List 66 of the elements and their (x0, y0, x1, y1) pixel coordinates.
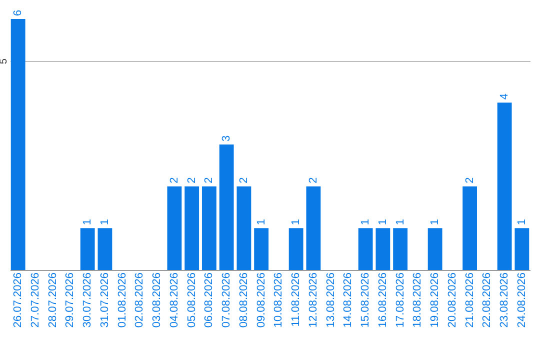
x-tick-label: 12.08.2026 (307, 272, 320, 328)
x-tick-label: 22.08.2026 (481, 272, 494, 328)
bar (514, 228, 530, 270)
x-tick-label: 20.08.2026 (446, 272, 458, 328)
data-label: 4 (498, 94, 511, 100)
x-tick-label: 10.08.2026 (272, 272, 285, 328)
data-label: 1 (82, 219, 94, 226)
x-tick-label: 03.08.2026 (151, 272, 164, 328)
bar (462, 186, 478, 270)
data-label: 2 (186, 177, 198, 184)
data-label: 1 (376, 219, 389, 226)
data-label: 1 (516, 219, 528, 226)
data-label: 1 (360, 219, 372, 226)
bar (98, 228, 112, 270)
x-tick-label: 06.08.2026 (203, 272, 216, 328)
bar (219, 144, 234, 270)
data-label: 6 (12, 10, 24, 16)
data-label: 2 (307, 177, 320, 184)
data-label: 3 (220, 135, 233, 142)
data-label: 2 (464, 177, 476, 184)
x-tick-label: 29.07.2026 (64, 272, 76, 328)
data-label: 1 (98, 219, 111, 226)
x-tick-label: 18.08.2026 (412, 272, 424, 328)
x-tick-label: 31.07.2026 (98, 272, 111, 328)
bar (358, 228, 373, 270)
bar (184, 186, 200, 270)
x-tick-label: 23.08.2026 (498, 272, 511, 328)
x-tick-label: 16.08.2026 (376, 272, 389, 328)
bar (497, 102, 512, 270)
x-tick-label: 19.08.2026 (429, 272, 442, 328)
x-tick-label: 05.08.2026 (186, 272, 198, 328)
bar (393, 228, 408, 270)
x-tick-label: 26.07.2026 (12, 272, 24, 328)
data-label: 1 (429, 219, 442, 226)
data-label: 2 (168, 177, 180, 184)
bar (288, 228, 304, 270)
data-label: 1 (290, 219, 302, 226)
x-tick-label: 24.08.2026 (516, 272, 528, 328)
bar (428, 228, 442, 270)
x-tick-label: 15.08.2026 (360, 272, 372, 328)
x-tick-label: 08.08.2026 (238, 272, 250, 328)
x-tick-label: 04.08.2026 (168, 272, 180, 328)
bar (376, 228, 390, 270)
data-label: 1 (255, 219, 268, 226)
x-tick-label: 14.08.2026 (342, 272, 354, 328)
x-tick-label: 27.07.2026 (29, 272, 42, 328)
x-tick-label: 07.08.2026 (220, 272, 233, 328)
bar (236, 186, 252, 270)
x-tick-label: 13.08.2026 (324, 272, 337, 328)
x-tick-label: 11.08.2026 (290, 272, 302, 327)
x-tick-label: 01.08.2026 (116, 272, 128, 328)
bar (10, 19, 26, 270)
data-label: 2 (238, 177, 250, 184)
bar (80, 228, 95, 270)
x-tick-label: 09.08.2026 (255, 272, 268, 328)
data-label: 2 (203, 177, 216, 184)
bar (167, 186, 182, 270)
bar (306, 186, 321, 270)
x-tick-label: 30.07.2026 (82, 272, 94, 328)
x-tick-label: 17.08.2026 (394, 272, 406, 328)
x-tick-label: 21.08.2026 (464, 272, 476, 328)
data-label: 1 (394, 219, 406, 226)
x-tick-label: 02.08.2026 (134, 272, 146, 328)
bar (202, 186, 216, 270)
x-tick-label: 28.07.2026 (46, 272, 59, 328)
bar (254, 228, 269, 270)
